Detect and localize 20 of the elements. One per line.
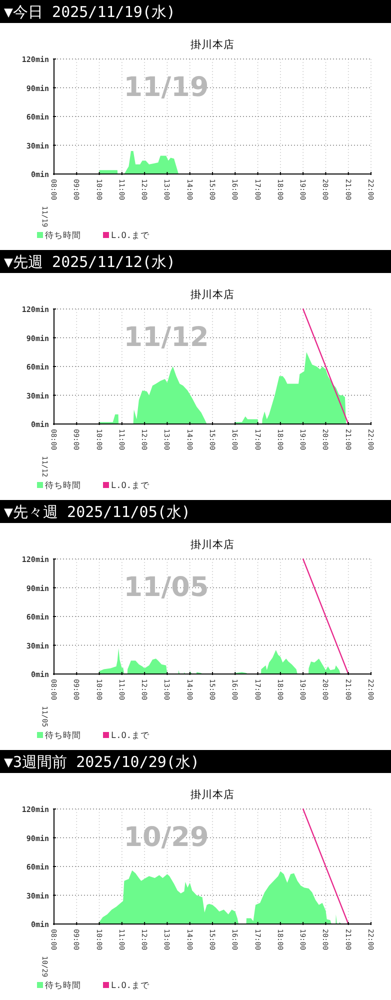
annotation: 11/05 [124, 572, 209, 603]
legend-label: 待ち時間 [45, 480, 81, 491]
legend-label: 待ち時間 [45, 730, 81, 741]
annotation: 11/12 [124, 322, 209, 353]
chart-title: ▼今日 2025/11/19(水) [4, 3, 176, 21]
legend-label: L.O.まで [111, 481, 150, 491]
legend-label: L.O.まで [111, 981, 150, 991]
chart-subtitle: 掛川本店 [190, 538, 234, 551]
annotation: 10/29 [124, 822, 209, 853]
legend-label: 待ち時間 [45, 230, 81, 241]
chart-subtitle: 掛川本店 [190, 38, 234, 51]
legend-label: L.O.まで [111, 231, 150, 241]
annotation: 11/19 [124, 72, 209, 103]
legend-label: 待ち時間 [45, 980, 81, 991]
chart-title: ▼先週 2025/11/12(水) [4, 253, 176, 271]
chart-subtitle: 掛川本店 [190, 288, 234, 301]
chart-title: ▼3週間前 2025/10/29(水) [4, 753, 200, 771]
legend-label: L.O.まで [111, 731, 150, 741]
chart-title: ▼先々週 2025/11/05(水) [4, 503, 190, 521]
chart-subtitle: 掛川本店 [190, 788, 234, 801]
